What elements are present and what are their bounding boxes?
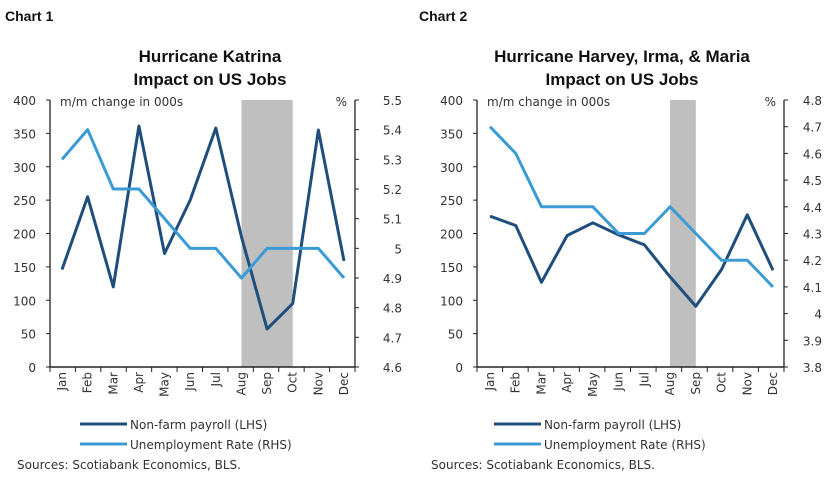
right-tick-label: 4.7 [803,121,822,135]
right-tick-label: 5.3 [383,153,402,167]
right-tick-label: 4.8 [383,302,402,316]
left-tick-label: 0 [455,361,463,375]
left-tick-label: 200 [440,228,463,242]
legend-label: Unemployment Rate (RHS) [544,438,706,452]
left-tick-label: 400 [440,94,463,108]
right-tick-label: 5.1 [383,213,402,227]
sources-note: Sources: Scotiabank Economics, BLS. [17,458,241,472]
hurricane-shaded-period [670,100,696,367]
x-tick-label: May [586,372,600,397]
left-tick-label: 150 [440,261,463,275]
left-tick-label: 350 [440,127,463,141]
left-tick-label: 400 [13,94,36,108]
right-tick-label: 4.9 [383,272,402,286]
x-tick-label: Jun [612,372,626,392]
right-tick-label: 4.3 [803,228,822,242]
left-tick-label: 50 [21,328,36,342]
x-tick-label: Aug [663,372,677,395]
right-tick-label: 5 [394,242,402,256]
right-tick-label: 5.5 [383,94,402,108]
right-tick-label: 3.8 [803,361,822,375]
chart-header: Chart 2 [419,8,467,24]
hurricane-shaded-period [241,100,293,367]
x-tick-label: Sep [689,372,703,395]
left-tick-label: 50 [448,328,463,342]
chart-title: Hurricane Harvey, Irma, & Maria [494,47,750,66]
x-tick-label: Oct [715,372,729,393]
right-tick-label: 5.2 [383,183,402,197]
x-tick-label: Apr [132,372,146,393]
legend-label: Non-farm payroll (LHS) [130,418,267,432]
legend-label: Unemployment Rate (RHS) [130,438,292,452]
left-tick-label: 300 [13,161,36,175]
left-tick-label: 250 [440,194,463,208]
right-tick-label: 4 [814,308,822,322]
left-tick-label: 350 [13,127,36,141]
left-tick-label: 0 [28,361,36,375]
unemployment-line [488,125,775,288]
right-tick-label: 4.8 [803,94,822,108]
left-axis-label: m/m change in 000s [487,95,610,109]
left-tick-label: 300 [440,161,463,175]
right-tick-label: 4.7 [383,331,402,345]
x-tick-label: Mar [534,372,548,395]
x-tick-label: Dec [766,372,780,395]
x-tick-label: Apr [560,372,574,393]
sources-note: Sources: Scotiabank Economics, BLS. [431,458,655,472]
right-axis-label: % [765,95,776,109]
left-tick-label: 100 [13,294,36,308]
legend-label: Non-farm payroll (LHS) [544,418,681,432]
right-tick-label: 4.6 [383,361,402,375]
right-tick-label: 3.9 [803,334,822,348]
right-tick-label: 4.6 [803,147,822,161]
x-tick-label: Sep [260,372,274,395]
chart-title: Impact on US Jobs [545,70,698,89]
x-tick-label: Jan [55,372,69,392]
right-axis-label: % [336,95,347,109]
right-tick-label: 4.2 [803,254,822,268]
x-tick-label: Oct [286,372,300,393]
left-tick-label: 200 [13,228,36,242]
x-tick-label: Nov [311,372,325,395]
x-tick-label: Aug [234,372,248,395]
right-tick-label: 4.1 [803,281,822,295]
x-tick-label: Jul [637,372,651,387]
x-tick-label: Feb [81,372,95,393]
unemployment-line [60,128,346,280]
x-tick-label: Dec [337,372,351,395]
x-tick-label: Jul [209,372,223,387]
x-tick-label: Jan [483,372,497,392]
chart-title: Impact on US Jobs [133,70,286,89]
left-tick-label: 100 [440,294,463,308]
right-tick-label: 5.4 [383,124,402,138]
right-tick-label: 4.5 [803,174,822,188]
chart-header: Chart 1 [5,8,53,24]
right-tick-label: 4.4 [803,201,822,215]
left-axis-label: m/m change in 000s [60,95,183,109]
payroll-line [60,124,346,331]
x-tick-label: Nov [740,372,754,395]
x-tick-label: Mar [106,372,120,395]
left-tick-label: 250 [13,194,36,208]
x-tick-label: Feb [509,372,523,393]
x-tick-label: May [158,372,172,397]
x-tick-label: Jun [183,372,197,392]
left-tick-label: 150 [13,261,36,275]
chart-title: Hurricane Katrina [139,47,282,66]
